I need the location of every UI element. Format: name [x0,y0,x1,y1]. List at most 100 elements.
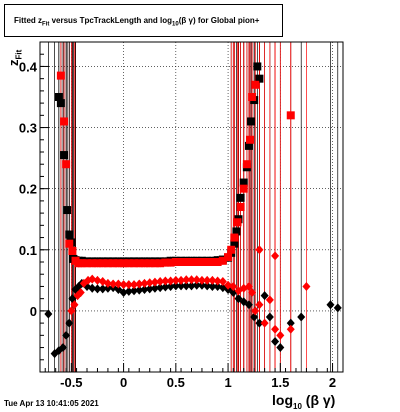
data-point-diamond [326,300,335,310]
data-point-square [255,74,264,83]
data-point-diamond [140,278,149,288]
data-point-diamond [130,286,139,296]
x-axis-label: log10 (β γ) [272,392,336,411]
data-point-square [135,259,144,268]
data-point-diamond [271,324,280,334]
chart-title: Fitted zFit versus TpcTrackLength and lo… [14,16,260,28]
data-point-diamond [119,288,128,298]
data-point-diamond [182,275,191,285]
data-point-diamond [192,280,201,290]
axes: -0.5 0 0.5 1 1.5 2 0 0.1 0.2 0.3 0.4 [19,53,336,390]
data-point-diamond [213,281,222,291]
chart-title-box: Fitted zFit versus TpcTrackLength and lo… [4,4,283,37]
data-point-diamond [93,284,102,294]
data-point-square [109,259,118,268]
plot-frame [39,41,344,373]
data-point-square [124,259,133,268]
data-point-diamond [135,279,144,289]
data-point-square [166,258,175,267]
data-point-diamond [156,277,165,287]
grid [40,42,343,372]
data-point-diamond [182,281,191,291]
data-point-diamond [208,275,217,285]
data-point-diamond [260,318,269,328]
data-point-square [197,258,206,266]
data-point-square [156,259,165,268]
data-point-square [248,93,257,101]
data-point-diamond [333,303,342,313]
data-point-square [247,117,256,126]
data-point-diamond [213,276,222,286]
data-point-square [227,245,236,254]
data-point-diamond [166,281,175,291]
data-point-square [161,258,170,267]
data-point-square [232,227,241,236]
x-tick-label: 2 [329,375,336,390]
data-point-diamond [145,278,154,288]
data-point-square [208,258,217,266]
data-point-square [244,141,253,150]
data-point-square [140,259,149,268]
data-point-diamond [203,281,212,291]
data-point-diamond [140,285,149,294]
data-point-diamond [135,285,144,295]
data-point-square [77,259,86,268]
data-point-square [177,258,186,266]
data-point-diamond [145,284,154,294]
y-tick-label: 0.1 [19,243,37,258]
data-point-diamond [251,306,260,316]
data-point-square [98,259,107,268]
data-point-diamond [65,318,74,328]
y-axis-label: zFit [6,49,24,66]
data-point-diamond [260,291,269,301]
data-point-square [171,258,180,266]
data-point-diamond [44,309,53,319]
data-point-square [233,218,242,227]
data-point-square [54,93,63,101]
y-tick-label: 0.2 [19,182,37,197]
data-point-diamond [62,330,71,340]
data-point-square [224,253,233,262]
data-point-diamond [109,279,118,289]
data-point-diamond [208,281,217,291]
data-point-diamond [244,300,253,310]
data-point-square [68,247,77,255]
data-point-diamond [171,275,180,285]
data-point-diamond [224,280,233,290]
x-tick-label: 1 [224,375,231,390]
data-point-square [218,256,227,265]
data-point-diamond [297,312,306,322]
x-tick-label: 1.5 [271,375,289,390]
y-tick-label: 0.3 [19,121,37,136]
data-point-square [88,259,97,268]
data-point-diamond [177,281,186,291]
timestamp-footer: Tue Apr 13 10:41:05 2021 [4,399,99,408]
data-point-diamond [197,280,206,290]
data-point-square [145,259,154,268]
data-point-diamond [98,284,107,294]
data-point-diamond [114,279,123,289]
data-point-diamond [161,276,170,286]
data-point-diamond [103,283,112,293]
data-point-square [286,111,295,120]
data-point-diamond [187,275,196,285]
data-point-square [242,160,251,169]
data-point-diamond [250,312,259,322]
data-point-diamond [276,343,285,353]
data-point-diamond [248,288,257,298]
y-tick-label: 0.4 [19,59,38,74]
data-point-diamond [255,300,264,310]
data-point-diamond [286,318,295,328]
data-point-diamond [197,275,206,285]
data-point-diamond [171,281,180,291]
data-point-diamond [271,251,280,261]
data-point-square [130,259,139,268]
data-point-square [251,80,260,89]
data-point-square [203,258,212,266]
data-point-diamond [255,318,264,328]
data-point-diamond [119,280,128,290]
data-point-square [63,206,72,215]
data-point-square [56,71,65,80]
data-point-square [192,258,201,266]
